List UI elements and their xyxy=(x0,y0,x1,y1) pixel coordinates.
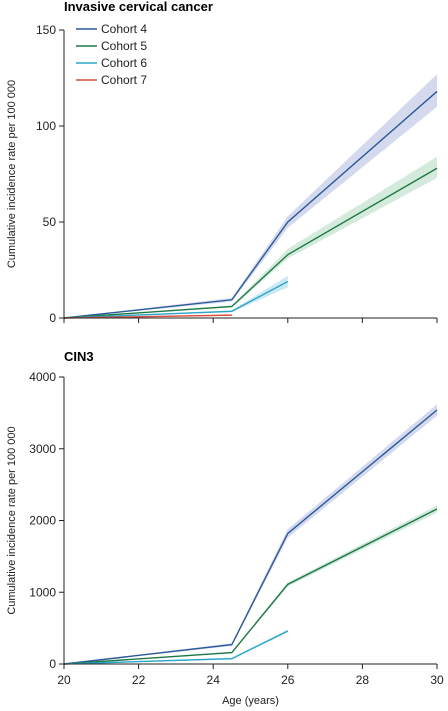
panel-cin3: CIN3 0 1000 2000 3000 4000 20 22 24 26 28 30 Cumul… xyxy=(6,349,444,707)
legend-label: Cohort 6 xyxy=(101,56,147,70)
series-lines xyxy=(63,90,438,319)
chart-title: CIN3 xyxy=(64,349,94,364)
x-tick-label: 24 xyxy=(207,673,221,687)
x-tick-label: 30 xyxy=(430,673,444,687)
y-tick-label: 0 xyxy=(49,311,56,325)
chart-title: Invasive cervical cancer xyxy=(64,0,213,14)
legend-label: Cohort 4 xyxy=(101,22,147,36)
y-axis-label: Cumulative incidence rate per 100 000 xyxy=(6,426,18,614)
cohort-6-ci-band xyxy=(64,629,288,664)
y-tick-label: 4000 xyxy=(29,370,56,384)
cohort-6-line xyxy=(63,280,289,319)
legend-label: Cohort 5 xyxy=(101,39,147,53)
legend: Cohort 4 Cohort 5 Cohort 6 Cohort 7 xyxy=(76,22,147,87)
y-tick-label: 0 xyxy=(49,657,56,671)
cohort-5-line xyxy=(63,167,438,319)
axis-ticks: 0 50 100 150 xyxy=(36,23,438,325)
confidence-bands xyxy=(64,74,437,318)
y-tick-label: 150 xyxy=(36,23,56,37)
panel-invasive-cervical-cancer: Invasive cervical cancer 0 50 100 150 Cumul… xyxy=(6,0,438,325)
cohort-4-line xyxy=(63,409,438,665)
legend-label: Cohort 7 xyxy=(101,73,147,87)
x-tick-label: 20 xyxy=(57,673,71,687)
axis-ticks: 0 1000 2000 3000 4000 20 22 24 26 28 30 xyxy=(29,370,444,687)
y-tick-label: 2000 xyxy=(29,514,56,528)
y-tick-label: 1000 xyxy=(29,585,56,599)
y-tick-label: 3000 xyxy=(29,442,56,456)
x-tick-label: 22 xyxy=(132,673,146,687)
x-axis-label: Age (years) xyxy=(222,695,279,707)
series-lines xyxy=(63,409,438,665)
y-axis-label: Cumulative incidence rate per 100 000 xyxy=(6,80,18,268)
y-tick-label: 50 xyxy=(43,215,57,229)
x-tick-label: 26 xyxy=(281,673,295,687)
y-tick-label: 100 xyxy=(36,119,56,133)
cohort-5-ci-band xyxy=(64,505,437,664)
x-tick-label: 28 xyxy=(356,673,370,687)
cohort-5-ci-band xyxy=(64,156,437,318)
cohort-6-ci-band xyxy=(64,275,288,318)
cohort-4-line xyxy=(63,90,438,319)
cohort-5-line xyxy=(63,508,438,665)
cohort-6-line xyxy=(63,630,289,665)
cohort-4-ci-band xyxy=(64,404,437,664)
confidence-bands xyxy=(64,404,437,664)
